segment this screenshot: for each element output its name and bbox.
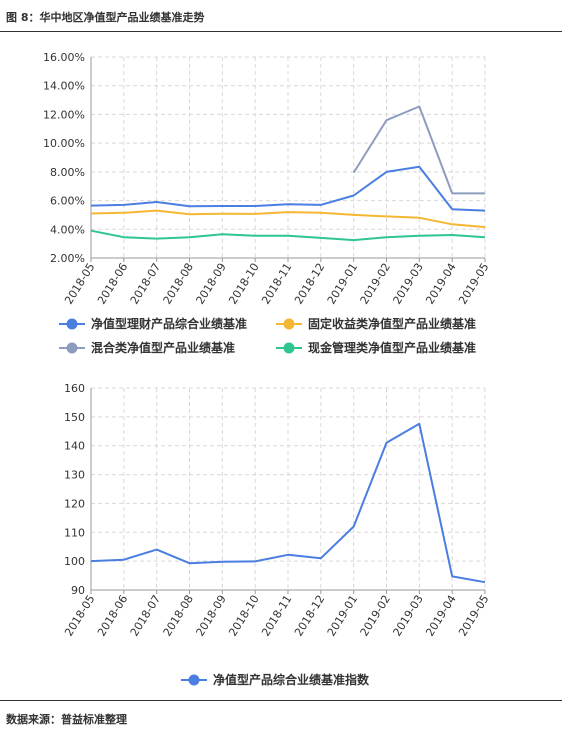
chart2-x-tick-label: 2018-10 bbox=[226, 593, 261, 639]
chart2-legend-label: 净值型产品综合业绩基准指数 bbox=[213, 672, 370, 687]
chart2-x-tick-label: 2019-03 bbox=[390, 593, 425, 639]
chart1-y-tick-label: 12.00% bbox=[43, 108, 85, 121]
chart1-x-tick-label: 2018-06 bbox=[95, 261, 130, 307]
chart1-x-tick-label: 2018-12 bbox=[292, 261, 327, 307]
chart2-x-tick-label: 2018-12 bbox=[292, 593, 327, 639]
chart2-x-tick-label: 2019-02 bbox=[358, 593, 393, 639]
chart1-y-tick-label: 8.00% bbox=[50, 166, 85, 179]
chart2-y-tick-label: 140 bbox=[64, 440, 85, 453]
chart2-x-tick-label: 2019-05 bbox=[456, 593, 491, 639]
chart2-x-tick-label: 2018-09 bbox=[193, 593, 228, 639]
figure-title: 图 8：华中地区净值型产品业绩基准走势 bbox=[6, 11, 205, 24]
chart2-x-tick-label: 2018-06 bbox=[95, 593, 130, 639]
chart1-legend-label: 固定收益类净值型产品业绩基准 bbox=[308, 316, 476, 331]
chart1-legend-label: 混合类净值型产品业绩基准 bbox=[91, 340, 235, 355]
chart1-y-tick-label: 4.00% bbox=[50, 223, 85, 236]
chart1-series-line-4 bbox=[90, 229, 486, 242]
chart2-y-tick-label: 130 bbox=[64, 469, 85, 482]
chart1-x-tick-label: 2019-01 bbox=[325, 261, 360, 307]
chart1-y-tick-label: 10.00% bbox=[43, 137, 85, 150]
chart1-series-line-2 bbox=[90, 209, 486, 229]
chart1-legend-marker bbox=[66, 342, 78, 354]
chart1-y-tick-label: 2.00% bbox=[50, 252, 85, 265]
chart1-series-line-1 bbox=[90, 165, 486, 212]
chart2-x-tick-label: 2018-11 bbox=[259, 593, 294, 639]
chart1-x-tick-label: 2019-02 bbox=[358, 261, 393, 307]
chart2-x-tick-label: 2018-05 bbox=[62, 593, 97, 639]
chart1-legend-marker bbox=[66, 318, 78, 330]
chart1-x-tick-label: 2019-03 bbox=[390, 261, 425, 307]
source-note: 数据来源：普益标准整理 bbox=[6, 713, 127, 726]
chart2-y-tick-label: 120 bbox=[64, 497, 85, 510]
chart2-y-tick-label: 110 bbox=[64, 526, 85, 539]
chart2-x-tick-label: 2019-01 bbox=[325, 593, 360, 639]
chart1-legend-label: 现金管理类净值型产品业绩基准 bbox=[308, 340, 476, 355]
chart1-y-tick-label: 6.00% bbox=[50, 195, 85, 208]
chart1-x-tick-label: 2018-05 bbox=[62, 261, 97, 307]
chart1-x-tick-label: 2018-08 bbox=[161, 261, 196, 307]
chart2-series-line-1 bbox=[90, 422, 486, 584]
chart1-legend-label: 净值型理财产品综合业绩基准 bbox=[91, 316, 247, 331]
chart1-legend-marker bbox=[283, 318, 295, 330]
chart1-x-tick-label: 2018-10 bbox=[226, 261, 261, 307]
chart2-y-tick-label: 160 bbox=[64, 382, 85, 395]
top-rule bbox=[0, 31, 562, 32]
chart2-x-tick-label: 2018-07 bbox=[128, 593, 163, 639]
chart2-y-tick-label: 150 bbox=[64, 411, 85, 424]
chart1-x-tick-label: 2018-09 bbox=[193, 261, 228, 307]
chart1-x-tick-label: 2018-11 bbox=[259, 261, 294, 307]
chart1-y-tick-label: 16.00% bbox=[43, 51, 85, 64]
chart2-x-tick-label: 2019-04 bbox=[423, 593, 458, 639]
chart2-y-tick-label: 100 bbox=[64, 555, 85, 568]
chart2-y-tick-label: 90 bbox=[71, 584, 85, 597]
chart1-series-line-3 bbox=[352, 105, 485, 195]
chart1-x-tick-label: 2019-05 bbox=[456, 261, 491, 307]
chart2-x-tick-label: 2018-08 bbox=[161, 593, 196, 639]
chart2-legend-marker bbox=[188, 674, 200, 686]
chart1-x-tick-label: 2018-07 bbox=[128, 261, 163, 307]
chart1-x-tick-label: 2019-04 bbox=[423, 261, 458, 307]
bottom-rule bbox=[0, 700, 562, 701]
chart1-legend-marker bbox=[283, 342, 295, 354]
chart1-y-tick-label: 14.00% bbox=[43, 80, 85, 93]
